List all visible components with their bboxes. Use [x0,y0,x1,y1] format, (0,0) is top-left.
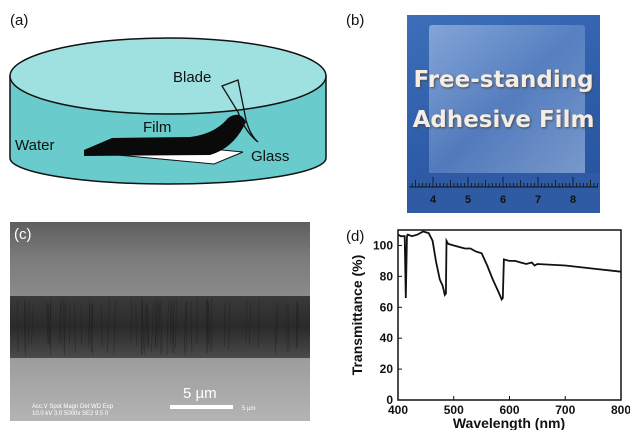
sem-substrate [10,358,310,421]
ruler-number: 7 [535,194,541,206]
label-blade: Blade [173,69,211,86]
ruler-number: 5 [465,194,471,206]
scale-bar-label: 5 µm [183,385,217,402]
photo-caption-line1: Free-standing [413,67,594,93]
panel-c-label: (c) [14,226,32,243]
label-glass: Glass [251,148,289,165]
y-tick-label: 0 [386,393,393,407]
photo-caption-line2: Adhesive Film [412,107,595,133]
ruler-number: 6 [500,194,506,206]
y-tick-label: 100 [373,238,393,252]
panel-b-label: (b) [346,12,365,29]
label-water: Water [15,137,54,154]
x-axis-label: Wavelength (nm) [453,415,565,430]
panel-a-label: (a) [10,12,29,29]
ruler-number: 8 [570,194,576,206]
sem-top-surface [10,222,310,296]
y-tick-label: 80 [380,269,394,283]
film-photograph: Free-standing Adhesive Film 4 5 6 7 8 [407,15,600,213]
sem-meta-scale: 5 µm [242,406,255,412]
ruler: 4 5 6 7 8 [407,173,600,213]
blade [221,79,259,143]
sem-meta-line2: 10.0 kV 3.0 5000x SE2 9.5 0 [32,411,109,417]
ruler-number: 4 [430,194,437,206]
sem-meta-line1: Acc.V Spot Magn Det WD Exp [32,404,114,410]
scale-bar [170,405,233,409]
plot-frame [397,229,622,401]
y-tick-label: 20 [380,362,394,376]
y-axis-label: Transmittance (%) [349,255,365,376]
x-tick-label: 400 [388,403,408,417]
film-strip [84,114,246,156]
y-tick-label: 60 [380,300,394,314]
y-tick-label: 40 [380,331,394,345]
x-tick-label: 500 [444,403,464,417]
x-tick-label: 700 [555,403,575,417]
sem-image: 5 µm Acc.V Spot Magn Det WD Exp 10.0 kV … [10,222,310,421]
panel-a: (a) Blade Film Water Glass [0,0,340,200]
x-tick-label: 600 [499,403,519,417]
transmittance-chart: 400 500 600 700 800 0 20 40 60 80 100 Wavelength … [349,229,630,430]
panel-d-label: (d) [346,228,365,245]
transparent-film [429,25,585,177]
x-tick-label: 800 [611,403,630,417]
water-surface [9,37,327,115]
petri-dish-diagram: Blade Film Water Glass [9,37,327,185]
label-film: Film [143,119,171,136]
transmittance-line [397,230,622,302]
